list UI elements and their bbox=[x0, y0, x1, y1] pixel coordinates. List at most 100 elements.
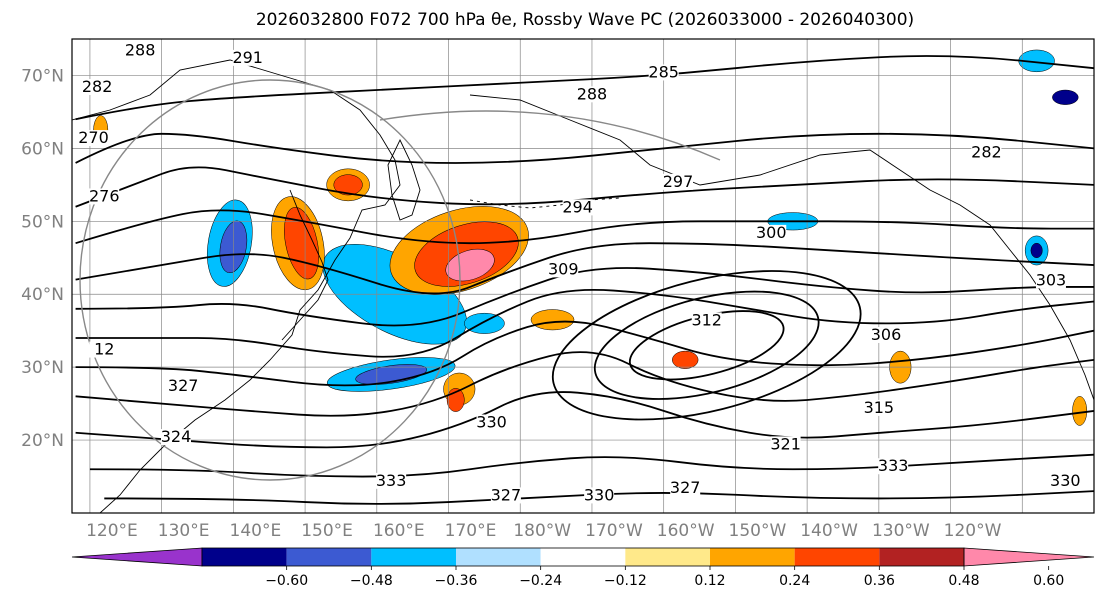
latitude-tick-label: 30°N bbox=[21, 358, 64, 378]
colorbar-tick-label: 0.36 bbox=[864, 573, 895, 589]
longitude-tick-label: 120°E bbox=[86, 521, 138, 541]
contour-label: 282 bbox=[82, 77, 113, 96]
rossby-region-outline bbox=[79, 79, 461, 481]
contour-label-layer: 282 270 276 288 291 285 288 282 297 294 300 309 312 3… bbox=[78, 41, 1080, 505]
colorbar-bin bbox=[794, 548, 880, 566]
latitude-tick-label: 50°N bbox=[21, 212, 64, 232]
contour-label: 309 bbox=[548, 259, 579, 278]
contour-label: 327 bbox=[168, 376, 199, 395]
colorbar-bin bbox=[540, 548, 626, 566]
pc-outline-layer bbox=[79, 79, 721, 481]
contour-label-bg bbox=[160, 429, 191, 446]
contour-label: 330 bbox=[584, 485, 615, 504]
coastline-alaska bbox=[469, 94, 1094, 401]
shading-region bbox=[1030, 242, 1043, 259]
longitude-tick-label: 160°E bbox=[373, 521, 425, 541]
longitude-tick-label: 150°W bbox=[729, 521, 787, 541]
longitude-tick-label: 140°W bbox=[800, 521, 858, 541]
contour-label-bg bbox=[576, 86, 607, 103]
contour-label: 282 bbox=[971, 143, 1002, 162]
longitude-axis: 120°E 130°E 140°E 150°E 160°E 170°E 180°W 170°W… bbox=[86, 521, 1002, 541]
longitude-tick-label: 140°E bbox=[230, 521, 282, 541]
contour-label-bg bbox=[548, 261, 579, 278]
shading-region bbox=[445, 248, 495, 282]
contour-label-bg bbox=[878, 458, 909, 475]
contour-label: 312 bbox=[691, 310, 722, 329]
contour-line bbox=[75, 320, 1094, 387]
latitude-tick-label: 20°N bbox=[21, 431, 64, 451]
colorbar-tick-label: 0.60 bbox=[1033, 573, 1064, 589]
contour-label-bg bbox=[663, 173, 694, 190]
colorbar-bin bbox=[456, 548, 541, 566]
longitude-tick-label: 130°E bbox=[158, 521, 210, 541]
contour-label-bg bbox=[232, 49, 263, 66]
longitude-tick-label: 150°E bbox=[301, 521, 353, 541]
contour-label: 330 bbox=[476, 412, 507, 431]
colorbar-tick-label: −0.12 bbox=[604, 573, 647, 589]
contour-label-bg bbox=[863, 399, 894, 416]
contour-label-bg bbox=[168, 378, 199, 395]
contour-label-bg bbox=[584, 487, 615, 504]
chart-title: 2026032800 F072 700 hPa θe, Rossby Wave … bbox=[255, 10, 915, 30]
contour-label: 333 bbox=[878, 456, 909, 475]
colorbar-bin bbox=[286, 548, 372, 566]
contour-line bbox=[551, 270, 862, 421]
contour-label-bg bbox=[670, 480, 701, 497]
contour-label: 321 bbox=[770, 434, 801, 453]
colorbar-bin bbox=[879, 548, 964, 566]
longitude-tick-label: 120°W bbox=[944, 521, 1002, 541]
contour-layer bbox=[75, 55, 1094, 505]
latitude-tick-label: 70°N bbox=[21, 66, 64, 86]
contour-label-bg bbox=[89, 188, 120, 205]
shading-region bbox=[530, 309, 575, 331]
contour-label-bg bbox=[89, 341, 120, 358]
contour-label: 324 bbox=[161, 427, 192, 446]
longitude-tick-label: 180°W bbox=[513, 521, 571, 541]
contour-line bbox=[75, 351, 1094, 417]
shading-region bbox=[1072, 396, 1088, 426]
colorbar-extend-min bbox=[71, 547, 203, 567]
shading-region bbox=[284, 207, 319, 280]
contour-label-bg bbox=[691, 312, 722, 329]
rossby-region-outline-2 bbox=[379, 110, 721, 161]
colorbar-tick-label: −0.24 bbox=[519, 573, 562, 589]
coastline-aleutians bbox=[469, 197, 621, 209]
contour-line bbox=[75, 242, 1094, 295]
contour-line bbox=[75, 55, 1094, 121]
contour-label-bg bbox=[82, 79, 113, 96]
contour-label-bg bbox=[125, 42, 156, 59]
longitude-tick-label: 170°E bbox=[445, 521, 497, 541]
colorbar-tick-label: −0.60 bbox=[265, 573, 308, 589]
contour-label: 285 bbox=[648, 62, 679, 81]
map-frame bbox=[71, 38, 1095, 514]
colorbar: −0.60 −0.48 −0.36 −0.24 −0.12 0.12 0.24 0.36 0.4… bbox=[71, 547, 1095, 589]
contour-label-bg bbox=[971, 144, 1002, 161]
longitude-tick-label: 160°W bbox=[657, 521, 715, 541]
latitude-tick-label: 40°N bbox=[21, 285, 64, 305]
contour-label: 291 bbox=[232, 48, 263, 67]
colorbar-tick-label: −0.48 bbox=[350, 573, 393, 589]
contour-label-bg bbox=[490, 487, 521, 504]
shading-layer bbox=[93, 49, 1088, 426]
contour-label: 300 bbox=[756, 223, 787, 242]
contour-label: 315 bbox=[864, 398, 895, 417]
contour-label: 303 bbox=[1036, 270, 1067, 289]
shading-region bbox=[672, 350, 699, 369]
contour-line bbox=[75, 391, 1094, 449]
contour-label-bg bbox=[376, 472, 407, 489]
contour-label-bg bbox=[770, 436, 801, 453]
coastline-japan bbox=[281, 189, 329, 341]
colorbar-frame bbox=[201, 547, 965, 567]
contour-label: 288 bbox=[125, 41, 156, 60]
shading-region bbox=[355, 364, 427, 385]
contour-label-bg bbox=[78, 130, 109, 147]
contour-label: 276 bbox=[89, 186, 120, 205]
colorbar-tick-label: 0.12 bbox=[694, 573, 725, 589]
contour-label-bg bbox=[756, 224, 787, 241]
contour-label-bg bbox=[871, 326, 902, 343]
longitude-tick-label: 130°W bbox=[872, 521, 930, 541]
contour-label-bg bbox=[476, 414, 507, 431]
contour-label: 330 bbox=[1050, 471, 1081, 490]
colorbar-tick-label: −0.36 bbox=[435, 573, 478, 589]
